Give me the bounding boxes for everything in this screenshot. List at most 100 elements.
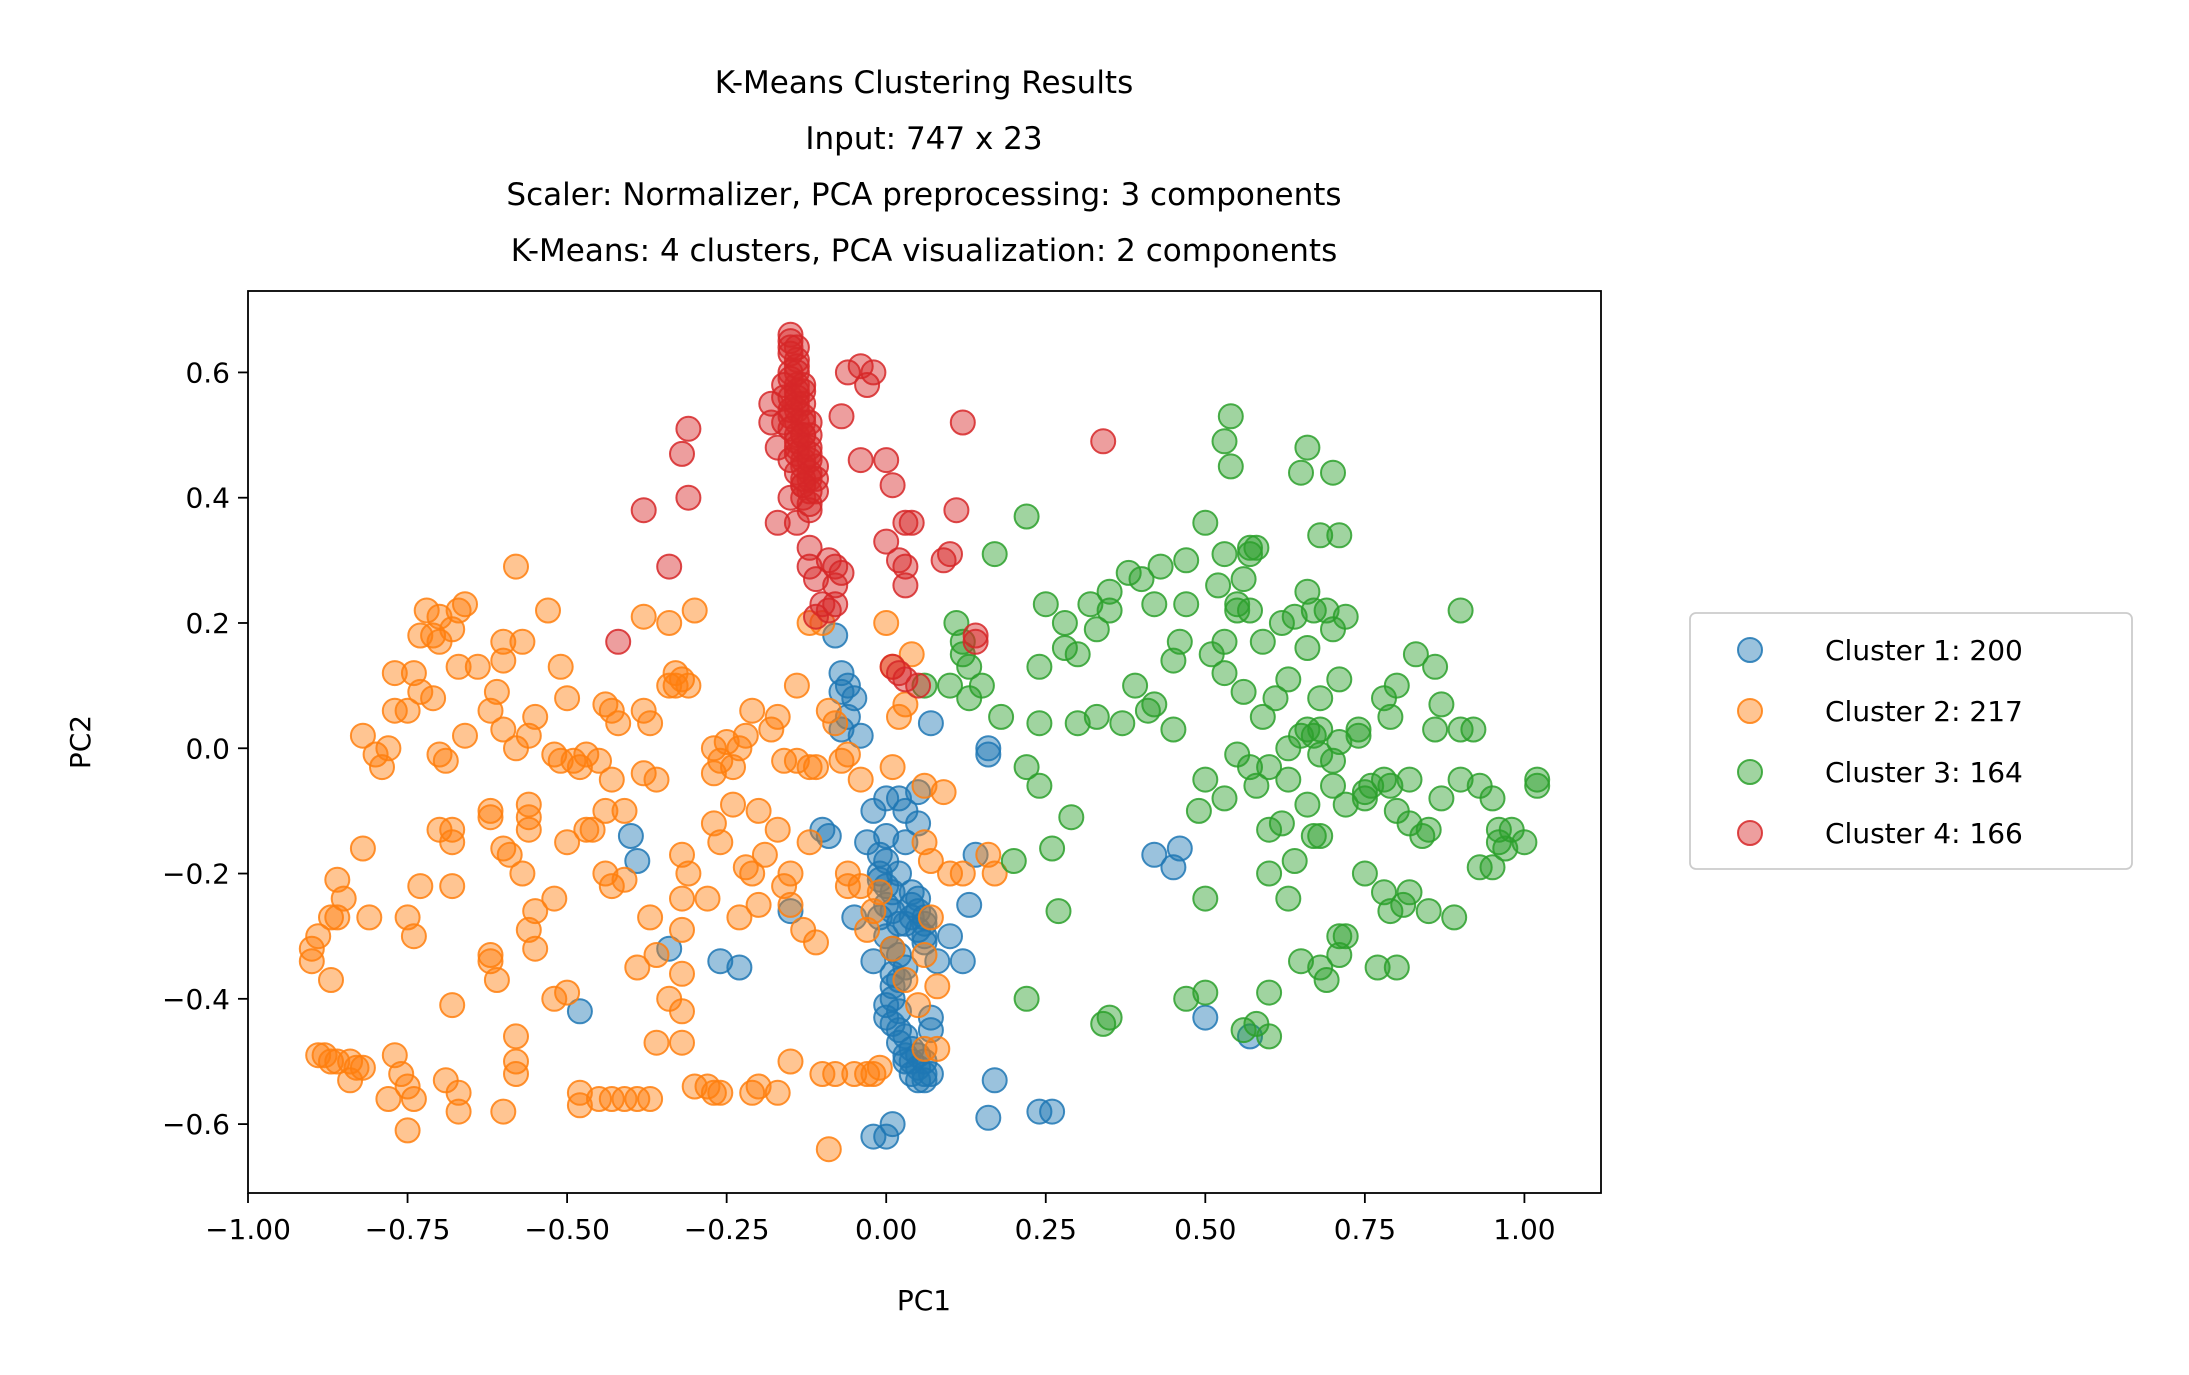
y-tick-label: 0.0 [185,732,230,765]
cluster-2-point [630,697,657,724]
cluster-2-point [592,860,619,887]
cluster-2-point [707,747,734,774]
y-tick-label: −0.4 [162,983,230,1016]
cluster-2-point [905,992,932,1019]
cluster-3-point [1294,635,1321,661]
cluster-3-point [1096,597,1123,624]
cluster-2-point [777,891,804,918]
cluster-2-point [656,610,683,636]
cluster-2-point [815,697,842,724]
cluster-2-point [643,1029,670,1056]
cluster-2-point [758,716,785,743]
cluster-4-point [758,390,785,417]
cluster-3-point [1237,534,1263,561]
cluster-2-point [439,829,466,856]
cluster-3-point [1192,885,1219,912]
cluster-3-point [1141,591,1168,618]
cluster-3-point [1524,772,1551,799]
cluster-3-point [1090,1010,1117,1037]
cluster-3-point [1294,578,1321,605]
cluster-1-point [624,848,651,874]
cluster-3-point [956,685,983,712]
cluster-3-point [1307,823,1334,849]
cluster-2-point [643,942,670,968]
cluster-3-point [1224,597,1251,624]
cluster-3-point [1422,716,1449,743]
cluster-2-point [732,854,759,881]
x-tick-label: 0.25 [1015,1213,1077,1246]
cluster-2-point [892,967,919,993]
cluster-3-point [1013,754,1040,781]
cluster-2-point [669,885,695,912]
cluster-3-point [1447,597,1474,624]
legend-frame [1689,612,2133,870]
cluster-3-point [1332,603,1359,630]
cluster-4-point [847,447,874,474]
cluster-2-point [452,722,478,749]
cluster-4-point [796,553,823,580]
cluster-3-point [1524,766,1551,793]
cluster-2-point [847,766,874,793]
cluster-2-point [669,998,695,1025]
cluster-1-point [873,1004,900,1031]
cluster-4-point [669,440,695,467]
cluster-2-point [732,722,759,749]
cluster-3-point [1211,628,1238,655]
cluster-1-point [834,672,861,699]
cluster-2-point [873,610,900,636]
cluster-2-point [509,860,536,887]
cluster-2-point [432,747,459,774]
x-tick-label: 0.00 [855,1213,917,1246]
cluster-3-point [1396,766,1423,793]
cluster-2-point [381,660,408,687]
cluster-3-point [1192,979,1219,1006]
y-tick-label: 0.4 [185,482,230,515]
y-tick-label: 0.2 [185,607,230,640]
cluster-4-point [892,553,919,580]
cluster-2-point [624,954,651,981]
y-axis-label: PC2 [64,715,97,769]
cluster-1-point [886,785,912,812]
cluster-1-point [617,823,644,849]
cluster-3-point [1058,804,1085,831]
cluster-3-point [1083,616,1110,643]
legend: Cluster 1: 200 Cluster 2: 217 Cluster 3: 1… [1689,612,2133,870]
cluster-3-point [1326,729,1353,755]
cluster-2-point [611,866,638,893]
cluster-3-point [1307,954,1334,981]
cluster-2-point [407,622,434,649]
legend-marker-cluster-1 [1737,637,1763,663]
cluster-3-point [1217,453,1244,480]
cluster-3-point [911,672,938,699]
y-tick-label: −0.2 [162,858,230,891]
cluster-1-point [892,1048,919,1075]
cluster-1-point [860,797,887,824]
cluster-4-point [822,591,849,618]
cluster-3-point [1275,666,1302,693]
cluster-4-point [796,491,823,517]
x-tick-label: −0.50 [524,1213,610,1246]
cluster-2-point [490,628,517,655]
cluster-1-point [854,829,881,856]
x-tick-label: 0.50 [1174,1213,1236,1246]
cluster-4-point [860,359,887,386]
cluster-3-point [1173,985,1200,1012]
cluster-1-point [917,710,944,737]
cluster-2-point [566,1092,593,1119]
y-tick-label: 0.6 [185,356,230,389]
cluster-2-point [834,741,861,768]
cluster-1-point [981,1067,1008,1094]
cluster-1-point [777,898,804,925]
chart-title: K-Means Clustering Results Input: 747 x … [506,65,1341,269]
cluster-1-point [892,1023,919,1050]
cluster-3-point [1115,559,1142,586]
cluster-3-point [1256,754,1283,781]
cluster-2-point [707,1079,734,1106]
cluster-2-point [598,766,625,793]
cluster-3-point [1281,603,1308,630]
cluster-2-point [630,760,657,787]
cluster-2-point [924,973,951,1000]
cluster-3-point [1313,967,1340,993]
cluster-2-point [866,1054,893,1081]
